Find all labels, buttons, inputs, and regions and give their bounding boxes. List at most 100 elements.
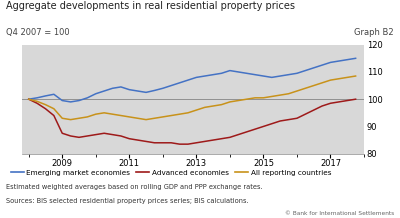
Emerging market economies [60,99,65,102]
All reporting countries [52,107,56,110]
Emerging market economies [311,66,316,69]
Advanced economies [345,99,350,102]
All reporting countries [345,76,350,79]
All reporting countries [118,114,123,117]
Advanced economies [177,143,182,145]
Advanced economies [353,98,358,100]
All reporting countries [353,75,358,77]
Advanced economies [35,102,40,105]
Advanced economies [68,135,73,137]
Emerging market economies [211,73,216,76]
All reporting countries [211,105,216,107]
All reporting countries [278,94,282,96]
Emerging market economies [144,91,148,94]
All reporting countries [328,79,333,82]
Advanced economies [110,133,115,136]
Emerging market economies [328,61,333,64]
Emerging market economies [85,97,90,99]
Emerging market economies [68,100,73,103]
All reporting countries [127,116,132,118]
All reporting countries [286,92,291,95]
Advanced economies [211,139,216,141]
Advanced economies [253,128,258,130]
Advanced economies [261,125,266,128]
Advanced economies [286,118,291,121]
Advanced economies [77,136,82,139]
All reporting countries [219,103,224,106]
Line: Advanced economies: Advanced economies [29,99,356,144]
Text: Estimated weighted averages based on rolling GDP and PPP exchange rates.: Estimated weighted averages based on rol… [6,184,263,190]
Advanced economies [278,120,282,122]
All reporting countries [152,117,157,119]
Advanced economies [85,135,90,137]
All reporting countries [261,97,266,99]
Advanced economies [336,100,341,103]
All reporting countries [43,103,48,106]
Emerging market economies [236,71,241,73]
Advanced economies [311,109,316,111]
Advanced economies [228,136,232,139]
All reporting countries [144,118,148,121]
All reporting countries [102,112,106,114]
All reporting countries [336,77,341,80]
Emerging market economies [52,93,56,95]
Advanced economies [244,131,249,133]
Advanced economies [320,105,324,107]
Advanced economies [43,107,48,110]
All reporting countries [169,114,174,117]
Emerging market economies [202,75,207,77]
Emerging market economies [286,73,291,76]
Emerging market economies [169,84,174,87]
Emerging market economies [102,90,106,92]
Emerging market economies [127,88,132,91]
Emerging market economies [219,72,224,75]
All reporting countries [160,116,165,118]
All reporting countries [135,117,140,119]
Advanced economies [202,140,207,143]
Emerging market economies [320,64,324,66]
All reporting countries [85,116,90,118]
Emerging market economies [186,79,190,82]
Advanced economies [328,102,333,105]
Advanced economies [303,113,308,116]
All reporting countries [228,100,232,103]
All reporting countries [110,113,115,116]
All reporting countries [77,117,82,119]
Emerging market economies [26,98,31,100]
Emerging market economies [269,76,274,79]
Text: Q4 2007 = 100: Q4 2007 = 100 [6,28,70,37]
Advanced economies [102,132,106,135]
All reporting countries [244,98,249,100]
Text: Graph B2: Graph B2 [354,28,394,37]
Advanced economies [118,135,123,137]
All reporting countries [194,109,199,111]
Advanced economies [236,133,241,136]
Advanced economies [60,132,65,135]
Emerging market economies [345,58,350,61]
All reporting countries [60,117,65,119]
Emerging market economies [278,75,282,77]
All reporting countries [202,106,207,109]
Emerging market economies [77,99,82,102]
Emerging market economies [253,73,258,76]
Emerging market economies [228,69,232,72]
Emerging market economies [43,95,48,97]
Legend: Emerging market economies, Advanced economies, All reporting countries: Emerging market economies, Advanced econ… [8,167,334,178]
Emerging market economies [303,69,308,72]
Advanced economies [294,117,299,119]
Emerging market economies [194,76,199,79]
All reporting countries [236,99,241,102]
All reporting countries [93,113,98,116]
Emerging market economies [110,87,115,90]
Emerging market economies [152,89,157,92]
Line: Emerging market economies: Emerging market economies [29,58,356,102]
All reporting countries [303,87,308,90]
Emerging market economies [93,92,98,95]
Emerging market economies [118,86,123,88]
Emerging market economies [135,90,140,92]
Advanced economies [194,141,199,144]
Emerging market economies [35,97,40,99]
Advanced economies [186,143,190,145]
All reporting countries [320,82,324,84]
Advanced economies [152,141,157,144]
